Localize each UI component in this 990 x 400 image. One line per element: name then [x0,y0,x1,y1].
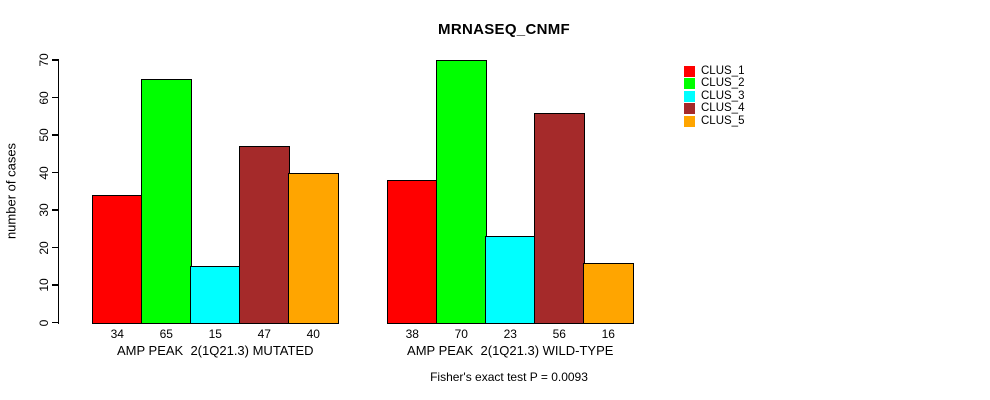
legend-label: CLUS_1 [701,64,745,77]
y-tick-label: 10 [37,278,51,292]
y-tick [51,59,59,61]
y-tick-label: 20 [37,240,51,255]
bar-value-label: 70 [454,327,468,341]
bar-clus_5 [583,262,634,324]
y-tick [51,321,59,324]
group-label: AMP PEAK 2(1Q21.3) WILD-TYPE [407,343,614,358]
legend-swatch-clus_3 [684,90,695,102]
bar-value-label: 65 [159,327,173,341]
bar-value-label: 38 [405,327,419,341]
bar-clus_2 [436,60,487,324]
chart-title: MRNASEQ_CNMF [438,21,570,38]
y-tick-label: 30 [37,203,51,217]
bar-value-label: 47 [257,327,271,341]
y-tick-label: 0 [37,319,51,326]
legend-swatch-clus_4 [684,103,695,115]
y-axis-label: number of cases [3,142,19,240]
legend-swatch-clus_2 [684,78,695,90]
y-tick [51,246,59,249]
y-tick [51,96,59,99]
bar-clus_4 [239,146,290,324]
group-label: AMP PEAK 2(1Q21.3) MUTATED [117,343,314,358]
y-axis-line [57,59,59,324]
bar-value-label: 23 [503,327,517,341]
bar-clus_2 [141,78,192,324]
bar-value-label: 40 [306,327,320,341]
bar-clus_4 [534,112,585,324]
y-tick-label: 70 [37,53,51,67]
bar-clus_3 [485,236,536,324]
bar-value-label: 56 [552,327,566,341]
bar-clus_1 [387,180,438,324]
bar-clus_3 [190,266,241,324]
y-tick-label: 60 [37,90,51,105]
legend-label: CLUS_5 [701,114,745,127]
y-tick [51,171,59,174]
legend-swatch-clus_5 [684,115,695,127]
bar-clus_5 [288,172,339,324]
bar-value-label: 16 [601,327,615,341]
fisher-test-annotation: Fisher's exact test P = 0.0093 [430,370,588,384]
legend-swatch-clus_1 [684,65,695,77]
y-tick-label: 50 [37,128,51,142]
y-tick-label: 40 [37,165,51,180]
bar-clus_1 [92,195,143,324]
y-tick [51,209,59,211]
y-tick [51,134,59,136]
legend-label: CLUS_2 [701,77,745,90]
legend-label: CLUS_4 [701,102,745,115]
legend-label: CLUS_3 [701,89,745,102]
bar-value-label: 34 [110,327,124,341]
y-tick [51,284,59,286]
bar-value-label: 15 [208,327,222,341]
